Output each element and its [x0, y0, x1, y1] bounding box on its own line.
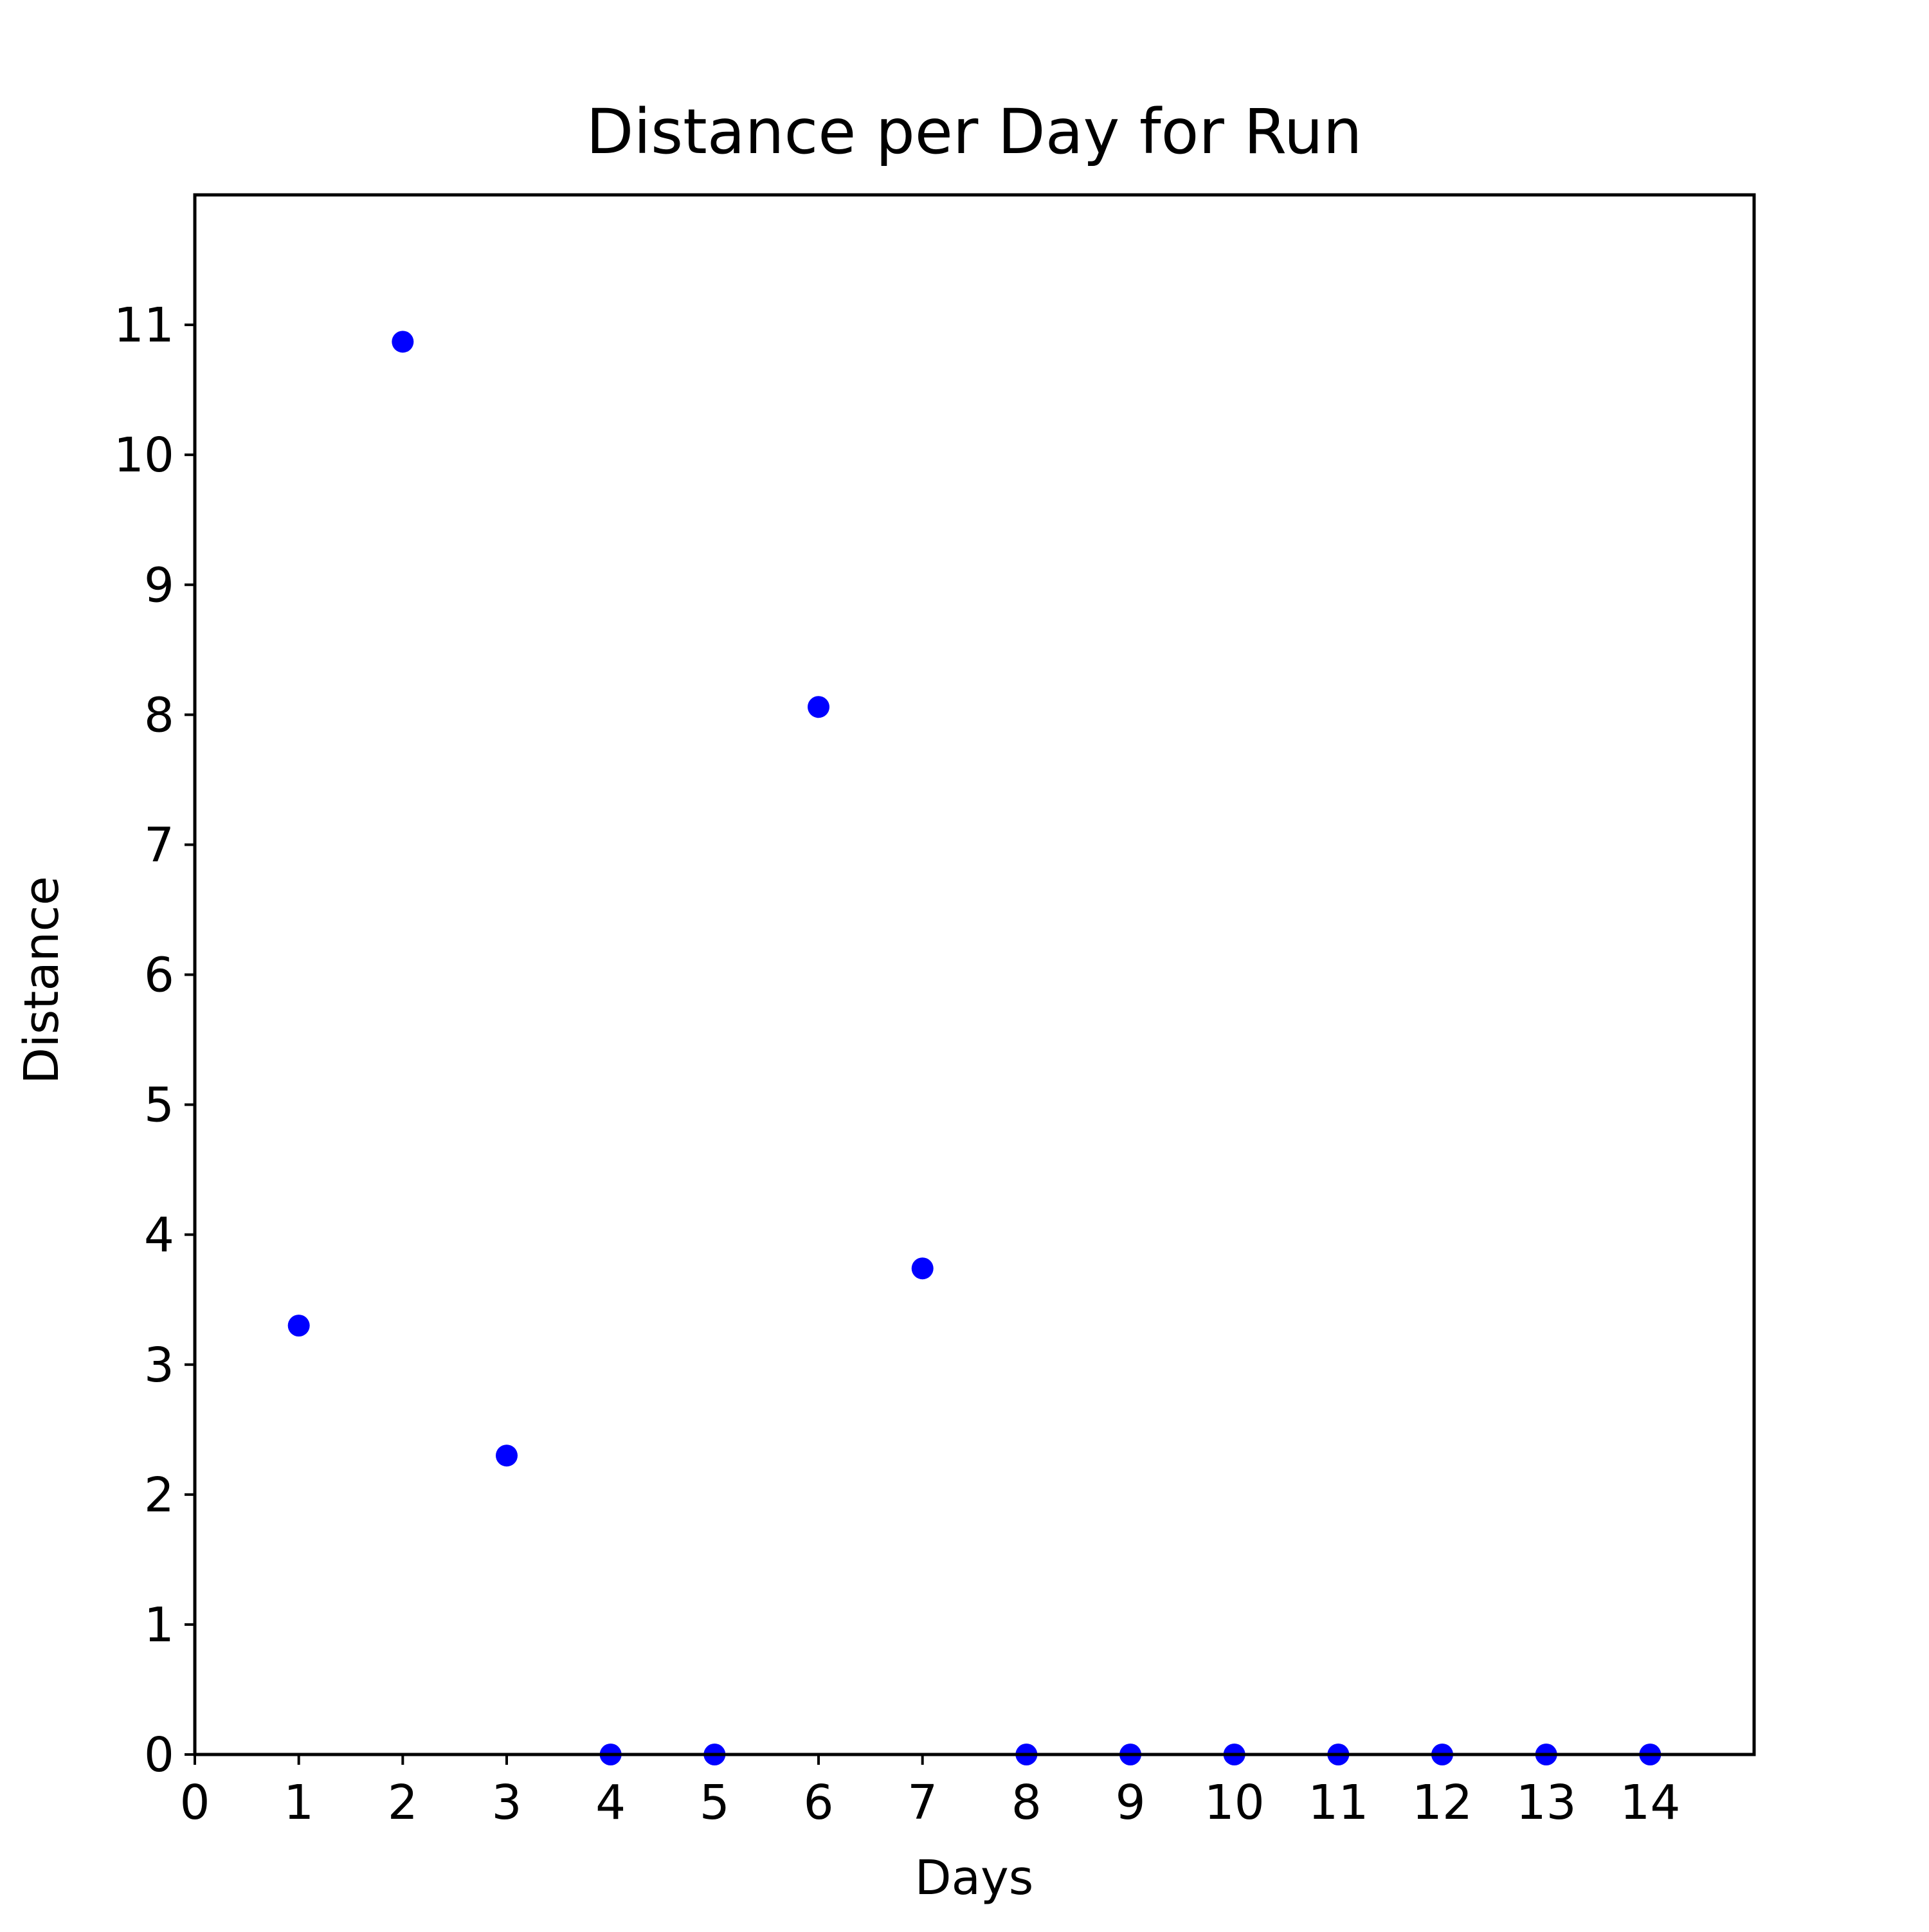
y-tick-label: 7	[144, 817, 174, 873]
x-tick-label: 2	[388, 1775, 418, 1830]
y-tick-label: 3	[144, 1338, 174, 1393]
y-tick-label: 5	[144, 1078, 174, 1133]
data-point	[392, 331, 414, 353]
x-tick-label: 10	[1204, 1775, 1265, 1830]
y-tick-label: 1	[144, 1598, 174, 1653]
y-tick-label: 10	[114, 428, 174, 483]
x-tick-label: 4	[595, 1775, 626, 1830]
y-tick-label: 8	[144, 688, 174, 743]
x-tick-label: 6	[803, 1775, 833, 1830]
x-tick-label: 7	[907, 1775, 937, 1830]
y-tick-label: 11	[114, 298, 174, 353]
data-point	[911, 1257, 934, 1280]
x-tick-label: 9	[1115, 1775, 1145, 1830]
x-tick-label: 3	[491, 1775, 521, 1830]
y-tick-label: 2	[144, 1468, 174, 1523]
x-tick-label: 5	[700, 1775, 730, 1830]
chart-title: Distance per Day for Run	[586, 96, 1363, 168]
x-axis-label: Days	[915, 1850, 1034, 1906]
data-point	[287, 1315, 310, 1337]
x-tick-label: 14	[1620, 1775, 1680, 1830]
x-tick-label: 12	[1412, 1775, 1472, 1830]
x-tick-label: 1	[284, 1775, 314, 1830]
data-point	[808, 696, 829, 718]
y-tick-label: 4	[144, 1208, 174, 1263]
y-tick-label: 6	[144, 948, 174, 1003]
y-axis-label: Distance	[14, 876, 69, 1084]
x-tick-label: 0	[179, 1775, 210, 1830]
plot-area-frame	[193, 193, 1756, 1756]
y-tick-label: 9	[144, 558, 174, 613]
x-tick-label: 13	[1516, 1775, 1577, 1830]
x-tick-label: 11	[1308, 1775, 1368, 1830]
data-point	[496, 1444, 518, 1467]
y-tick-label: 0	[144, 1727, 174, 1783]
x-tick-label: 8	[1011, 1775, 1042, 1830]
